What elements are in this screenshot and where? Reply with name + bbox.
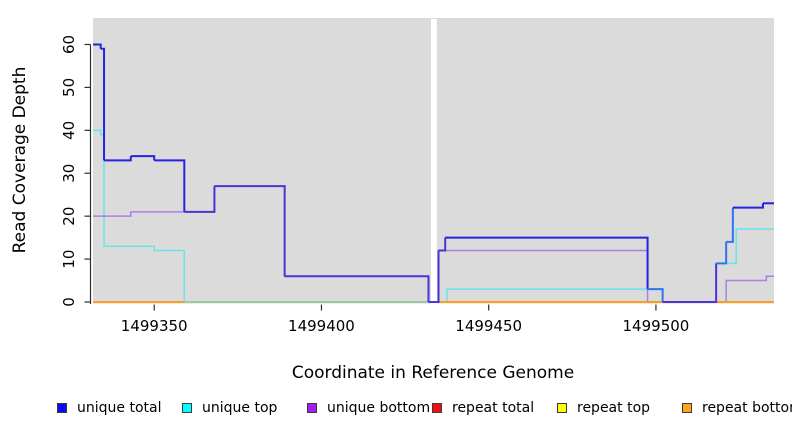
legend-label: repeat total: [452, 400, 535, 416]
y-axis-title: Read Coverage Depth: [10, 67, 30, 254]
series-lines: [93, 43, 774, 303]
coverage-gap-band: [430, 19, 437, 304]
y-tick-label: 0: [60, 297, 78, 307]
legend: unique total unique top unique bottom repea…: [0, 398, 792, 424]
legend-label: repeat top: [577, 400, 651, 416]
legend-item-repeat-total: repeat total: [432, 398, 534, 418]
y-tick-label: 30: [60, 164, 78, 183]
x-tick-label: 1499400: [288, 317, 355, 335]
series-unique-total-line: [726, 207, 734, 243]
y-tick-label: 60: [60, 35, 78, 54]
legend-swatch-icon: [57, 403, 67, 413]
series-unique-total-line: [130, 155, 156, 161]
series-unique-total-line: [662, 263, 718, 303]
legend-label: unique total: [77, 400, 162, 416]
x-axis-title: Coordinate in Reference Genome: [292, 363, 574, 383]
x-tick-label: 1499450: [455, 317, 522, 335]
legend-label: unique bottom: [327, 400, 431, 416]
series-unique-total-line: [716, 241, 728, 265]
legend-label: repeat bottom: [702, 400, 792, 416]
legend-item-unique-bottom: unique bottom: [307, 398, 430, 418]
series-unique-total-line: [214, 185, 286, 277]
series-unique-total-line: [284, 275, 430, 302]
series-unique-total-line: [100, 47, 106, 161]
chart-svg: 0 10 20 30 40 50 60 1499350 1499400 1499450 149950…: [10, 18, 774, 383]
legend-swatch-icon: [682, 403, 692, 413]
series-unique-total-line: [445, 236, 649, 290]
y-tick-label: 40: [60, 121, 78, 140]
legend-item-repeat-bottom: repeat bottom: [682, 398, 792, 418]
legend-swatch-icon: [307, 403, 317, 413]
legend-item-unique-top: unique top: [182, 398, 277, 418]
y-tick-label: 50: [60, 78, 78, 97]
legend-swatch-icon: [432, 403, 442, 413]
legend-swatch-icon: [182, 403, 192, 413]
series-unique-total-line: [154, 159, 186, 212]
legend-item-unique-total: unique total: [57, 398, 161, 418]
series-unique-total-line: [93, 43, 102, 49]
y-tick-label: 10: [60, 250, 78, 269]
legend-label: unique top: [202, 400, 278, 416]
legend-swatch-icon: [557, 403, 567, 413]
axes: 0 10 20 30 40 50 60 1499350 1499400 1499450 149950…: [60, 35, 689, 335]
series-unique-total-line: [428, 250, 440, 303]
series-unique-total-line: [104, 156, 132, 162]
series-unique-total-line: [732, 203, 764, 209]
series-unique-total-line: [647, 288, 664, 302]
x-tick-label: 1499350: [121, 317, 188, 335]
series-unique-total-line: [438, 237, 447, 252]
y-tick-label: 20: [60, 207, 78, 226]
series-unique-total-line: [184, 186, 216, 213]
x-tick-label: 1499500: [623, 317, 690, 335]
legend-item-repeat-top: repeat top: [557, 398, 650, 418]
